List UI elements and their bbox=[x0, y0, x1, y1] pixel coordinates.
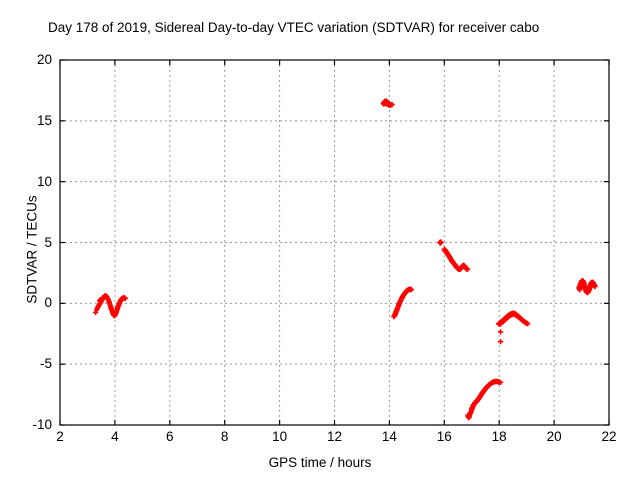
series-SDTVAR-chevron-18h bbox=[496, 310, 531, 327]
x-tick-label: 2 bbox=[56, 429, 64, 444]
x-tick-label: 8 bbox=[220, 429, 229, 444]
x-tick-label: 20 bbox=[546, 429, 562, 444]
page-title: Day 178 of 2019, Sidereal Day-to-day VTE… bbox=[48, 20, 540, 35]
y-tick-label: 0 bbox=[44, 295, 52, 311]
y-tick-label: -5 bbox=[39, 356, 52, 372]
series-SDTVAR-cluster-21h bbox=[576, 278, 598, 296]
series-SDTVAR-streak-14p5h bbox=[391, 286, 414, 320]
series-SDTVAR-arc-17h bbox=[465, 378, 504, 421]
x-tick-label: 10 bbox=[272, 429, 288, 444]
y-tick-label: -10 bbox=[32, 417, 52, 432]
x-tick-label: 14 bbox=[381, 429, 397, 444]
x-tick-label: 18 bbox=[491, 429, 507, 444]
series-SDTVAR-streak-16h bbox=[441, 246, 471, 272]
x-tick-label: 16 bbox=[436, 429, 452, 444]
y-tick-label: 15 bbox=[36, 112, 52, 128]
x-tick-label: 6 bbox=[166, 429, 174, 444]
x-axis-label: GPS time / hours bbox=[268, 455, 372, 470]
series-SDTVAR-outliers-18h bbox=[497, 329, 504, 345]
y-tick-label: 10 bbox=[36, 173, 52, 189]
series-SDTVAR-cluster-14h bbox=[380, 98, 395, 108]
data-points bbox=[93, 98, 598, 421]
y-tick-label: 20 bbox=[36, 52, 52, 67]
grid-lines bbox=[60, 60, 609, 425]
series-SDTVAR-point-16h bbox=[437, 239, 444, 246]
series-SDTVAR bbox=[93, 293, 128, 319]
x-tick-label: 4 bbox=[111, 429, 119, 444]
axis-ticks bbox=[59, 59, 610, 426]
x-tick-label: 22 bbox=[601, 429, 617, 444]
x-tick-label: 12 bbox=[326, 429, 343, 444]
y-tick-label: 5 bbox=[44, 234, 52, 250]
